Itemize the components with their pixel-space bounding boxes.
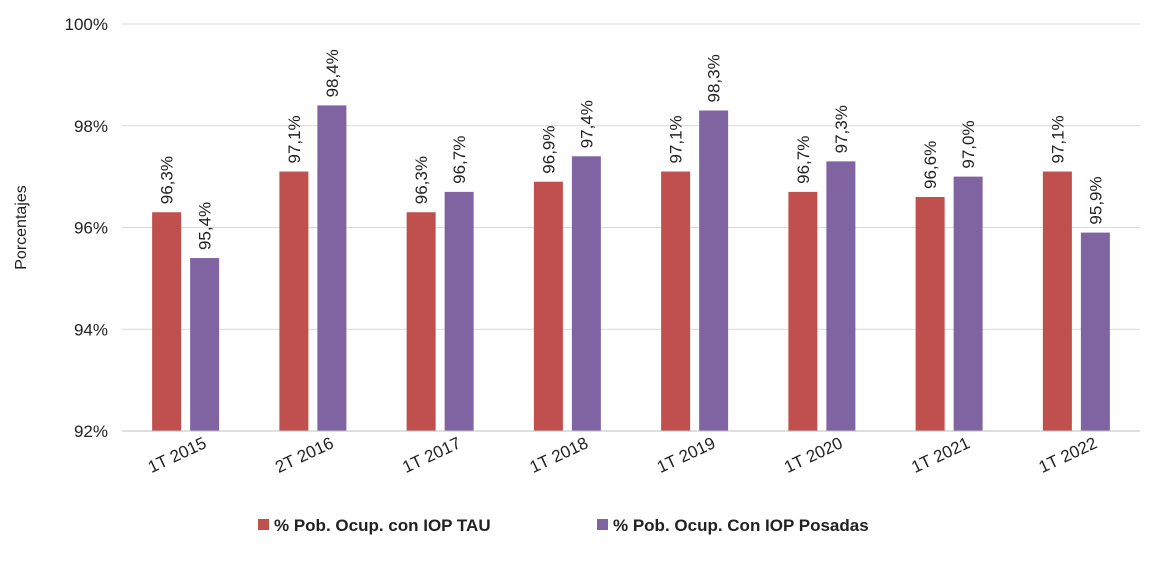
x-tick-label: 1T 2018: [527, 433, 591, 476]
y-tick-label: 92%: [74, 422, 108, 441]
data-label: 96,9%: [539, 126, 558, 174]
legend-swatch: [597, 519, 608, 530]
legend-label: % Pob. Ocup. Con IOP Posadas: [613, 516, 869, 535]
data-label: 97,1%: [1048, 115, 1067, 163]
y-axis-label: Porcentajes: [13, 185, 30, 270]
y-tick-label: 100%: [65, 15, 108, 34]
data-label: 96,6%: [921, 141, 940, 189]
data-label: 97,4%: [577, 100, 596, 148]
data-label: 96,7%: [450, 136, 469, 184]
bar: [152, 212, 181, 431]
y-tick-label: 98%: [74, 117, 108, 136]
bar: [317, 105, 346, 431]
x-tick-label: 1T 2015: [145, 433, 209, 476]
bar: [699, 110, 728, 431]
bar: [826, 161, 855, 431]
bar: [661, 172, 690, 431]
data-label: 98,3%: [705, 54, 724, 102]
bar: [954, 177, 983, 431]
bar: [916, 197, 945, 431]
x-tick-label: 1T 2017: [400, 433, 464, 476]
data-label: 97,1%: [667, 115, 686, 163]
bar: [279, 172, 308, 431]
data-label: 96,3%: [412, 156, 431, 204]
legend-swatch: [258, 519, 269, 530]
data-label: 98,4%: [323, 49, 342, 97]
bar: [534, 182, 563, 431]
data-label: 97,3%: [832, 105, 851, 153]
data-label: 95,4%: [196, 202, 215, 250]
legend-label: % Pob. Ocup. con IOP TAU: [274, 516, 491, 535]
bar: [1043, 172, 1072, 431]
data-label: 95,9%: [1086, 176, 1105, 224]
data-label: 96,3%: [158, 156, 177, 204]
data-label: 96,7%: [794, 136, 813, 184]
y-tick-label: 94%: [74, 320, 108, 339]
y-tick-label: 96%: [74, 219, 108, 238]
bar: [407, 212, 436, 431]
bar: [445, 192, 474, 431]
bar: [572, 156, 601, 431]
x-tick-label: 1T 2020: [781, 433, 845, 476]
x-tick-label: 2T 2016: [272, 433, 336, 476]
x-tick-label: 1T 2022: [1036, 433, 1100, 476]
x-tick-label: 1T 2021: [909, 433, 973, 476]
data-label: 97,0%: [959, 120, 978, 168]
bar: [190, 258, 219, 431]
data-label: 97,1%: [285, 115, 304, 163]
x-tick-label: 1T 2019: [654, 433, 718, 476]
bar: [1081, 233, 1110, 431]
bar: [788, 192, 817, 431]
